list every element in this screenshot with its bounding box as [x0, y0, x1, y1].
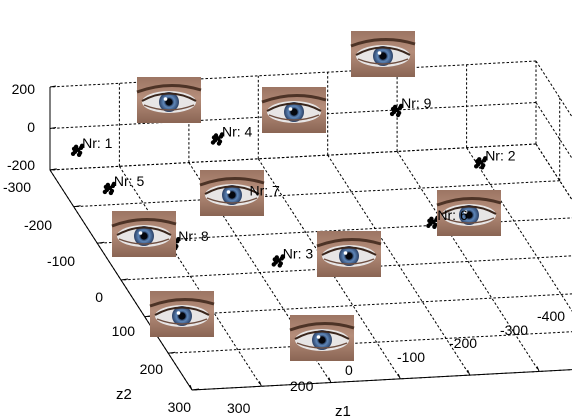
point-label-8: Nr: 8: [178, 228, 209, 244]
data-point-marker-4: [211, 135, 217, 140]
eye-thumbnail-1: [135, 75, 203, 125]
x-tick-label: -300: [500, 322, 528, 338]
x-tick-label: 300: [227, 400, 251, 416]
floor-grid-line: [396, 151, 540, 372]
y-tick-label: 100: [112, 323, 136, 339]
z-tick-label: 0: [27, 119, 35, 135]
data-point-marker-2: [474, 164, 479, 169]
z-tick-mark: [49, 85, 57, 88]
data-point-marker-9: [389, 111, 395, 117]
y-tick-mark: [97, 241, 105, 244]
x-axis-label: z1: [335, 403, 351, 419]
x-tick-mark: [397, 373, 401, 380]
eye-thumbnail-9: [349, 29, 417, 79]
back-wall-grid-line: [49, 60, 537, 88]
floor-grid-line: [168, 331, 572, 354]
data-point-marker-1: [71, 146, 77, 151]
y-tick-label: -100: [47, 253, 75, 269]
eye-thumbnail-3: [288, 313, 356, 363]
eye-thumbnail-6: [315, 229, 383, 279]
data-point-marker-5: [102, 189, 108, 195]
floor-grid-line: [118, 166, 262, 387]
z-tick-label: -200: [7, 157, 35, 173]
x-tick-mark: [189, 384, 193, 391]
point-label-3: Nr: 3: [283, 245, 314, 261]
data-point-marker-1: [79, 143, 85, 148]
data-point-marker-8: [176, 237, 181, 242]
data-point-marker-4: [216, 141, 222, 146]
data-point-marker-3: [271, 262, 276, 267]
side-wall-grid-line: [535, 143, 572, 201]
data-point-marker-6: [426, 223, 431, 228]
x-tick-mark: [467, 369, 471, 376]
eye-thumbnails: [110, 29, 503, 363]
eye-thumbnail-5: [110, 209, 178, 259]
y-tick-label: -300: [3, 179, 31, 195]
point-label-4: Nr: 4: [222, 124, 253, 140]
y-axis-label: z2: [116, 386, 132, 403]
x-tick-mark: [258, 381, 262, 387]
back-wall-grid-line: [49, 143, 537, 171]
point-label-7: Nr: 7: [250, 183, 281, 199]
eye-thumbnail-8: [148, 289, 216, 339]
y-tick-mark: [168, 351, 176, 354]
floor-grid-line: [144, 293, 572, 318]
point-labels: Nr: 1 Nr: 2 Nr: 3 Nr: 4 Nr: 5 Nr: 6 Nr: 7 Nr: 8…: [82, 95, 516, 261]
floor-grid-line: [73, 180, 560, 208]
y-tick-label: -200: [24, 217, 52, 233]
y-tick-label: 0: [95, 289, 103, 305]
data-point-marker-5: [103, 184, 109, 190]
x-tick-label: -400: [537, 308, 565, 324]
y-tick-mark: [73, 205, 81, 208]
x-axis-line: [191, 369, 572, 391]
data-point-marker-1: [76, 152, 82, 157]
axis-box: [49, 85, 572, 391]
x-axis-ticks: 300 200 0 -100 -200 -300 -400: [227, 308, 565, 416]
y-axis-ticks: -300 -200 -100 0 100 200 300: [3, 179, 191, 415]
point-label-9: Nr: 9: [401, 95, 432, 111]
data-point-marker-2: [475, 159, 480, 164]
y-tick-mark: [49, 168, 58, 171]
y-tick-label: 200: [140, 361, 164, 377]
z-tick-mark: [49, 127, 57, 129]
data-point-marker-2: [483, 156, 488, 161]
data-point-marker-9: [398, 103, 404, 109]
data-point-marker-2: [480, 165, 485, 170]
point-label-5: Nr: 5: [114, 173, 145, 189]
z-tick-label: 200: [12, 81, 36, 97]
data-point-marker-6: [427, 218, 432, 223]
y-tick-mark: [191, 388, 200, 391]
floor-grid-line: [535, 143, 572, 201]
x-tick-mark: [536, 366, 540, 372]
data-point-marker-9: [395, 112, 401, 118]
data-point-marker-1: [70, 151, 76, 156]
z-axis-ticks: 200 0 -200: [7, 81, 35, 173]
x-tick-label: 0: [345, 362, 353, 378]
data-point-marker-3: [272, 257, 277, 262]
data-point-marker-6: [432, 224, 437, 229]
data-point-marker-4: [210, 140, 216, 145]
y-tick-label: 300: [168, 399, 192, 415]
point-label-1: Nr: 1: [82, 135, 113, 151]
data-point-marker-3: [280, 254, 285, 259]
data-point-marker-3: [277, 263, 282, 268]
point-label-2: Nr: 2: [485, 147, 516, 163]
data-point-marker-5: [111, 181, 117, 187]
data-point-marker-9: [390, 106, 396, 112]
x-tick-mark: [328, 377, 332, 383]
data-point-marker-4: [219, 132, 225, 137]
x-tick-label: -200: [449, 335, 477, 351]
y-tick-mark: [120, 278, 129, 281]
point-label-6: Nr: 6: [437, 207, 468, 223]
data-point-marker-5: [108, 190, 114, 196]
eye-thumbnail-4: [260, 85, 328, 135]
x-tick-label: 200: [290, 378, 314, 394]
x-tick-label: -100: [397, 349, 425, 365]
side-wall-grid-line: [535, 102, 572, 160]
